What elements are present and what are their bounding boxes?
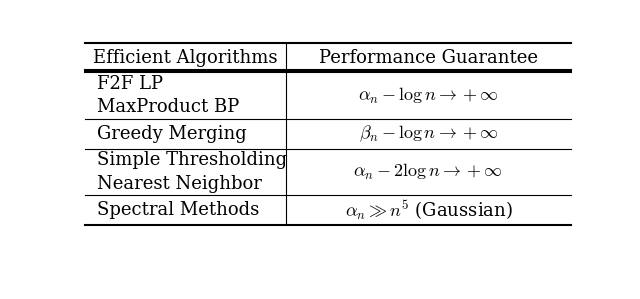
Text: $\alpha_n - 2\log n \rightarrow +\infty$: $\alpha_n - 2\log n \rightarrow +\infty$	[353, 162, 504, 182]
Text: Performance Guarantee: Performance Guarantee	[319, 49, 538, 67]
Text: F2F LP
MaxProduct BP: F2F LP MaxProduct BP	[97, 75, 239, 116]
Text: $\beta_n - \log n \rightarrow +\infty$: $\beta_n - \log n \rightarrow +\infty$	[358, 123, 498, 144]
Text: Spectral Methods: Spectral Methods	[97, 201, 260, 219]
Text: Efficient Algorithms: Efficient Algorithms	[93, 49, 278, 67]
Text: $\alpha_n - \log n \rightarrow +\infty$: $\alpha_n - \log n \rightarrow +\infty$	[358, 86, 499, 106]
Text: $\alpha_n \gg n^5$ (Gaussian): $\alpha_n \gg n^5$ (Gaussian)	[344, 198, 512, 222]
Text: Simple Thresholding
Nearest Neighbor: Simple Thresholding Nearest Neighbor	[97, 151, 287, 193]
Text: Greedy Merging: Greedy Merging	[97, 125, 247, 143]
